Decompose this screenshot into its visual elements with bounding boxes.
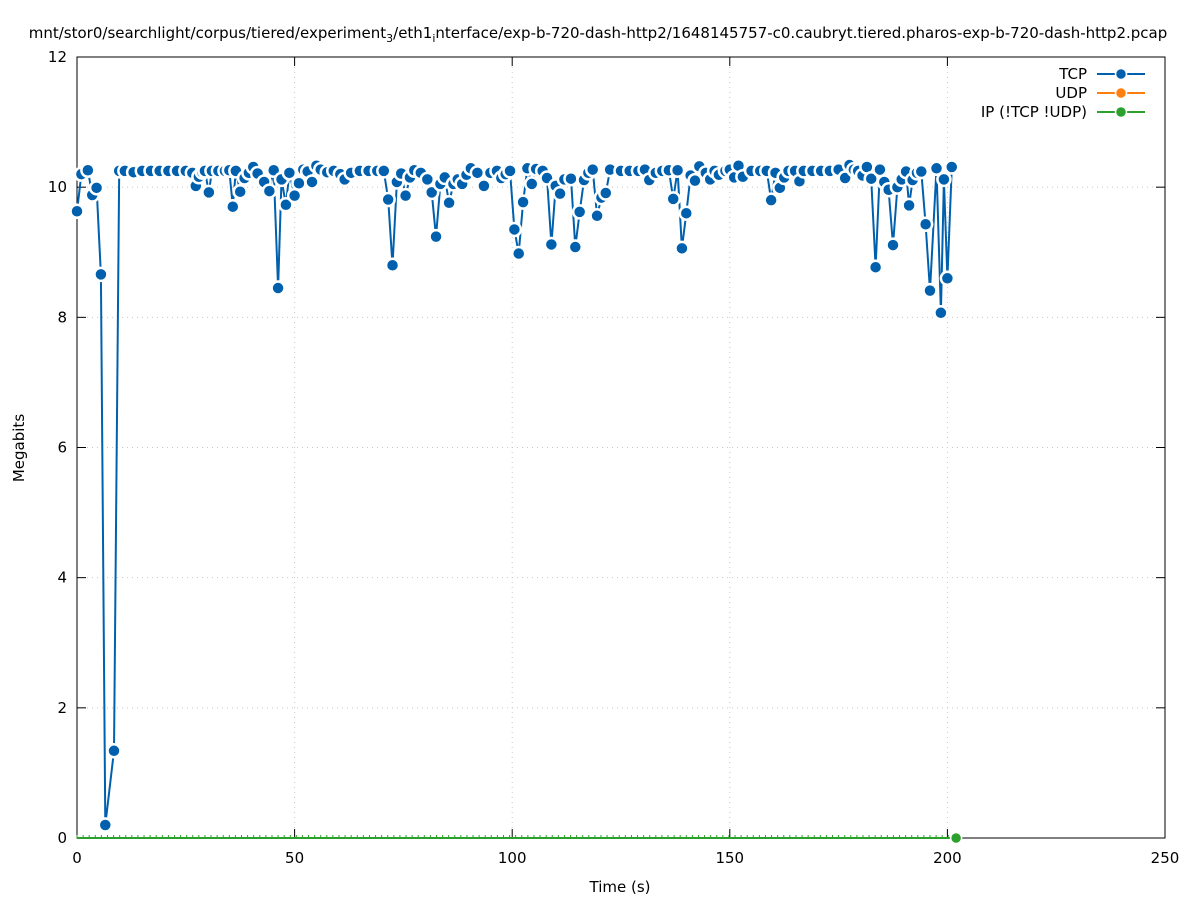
chart-title: mnt/stor0/searchlight/corpus/tiered/expe… — [29, 24, 1168, 45]
data-point-tcp — [872, 161, 888, 178]
y-tick-label: 8 — [57, 308, 67, 326]
data-point-tcp — [669, 162, 686, 178]
data-point-tcp — [571, 204, 588, 220]
data-point-tcp — [901, 197, 917, 214]
data-point-tcp — [428, 228, 444, 245]
data-point-tcp — [763, 192, 779, 208]
legend-marker-udp — [1114, 86, 1128, 100]
data-point-tcp — [397, 187, 414, 204]
x-tick-label: 0 — [72, 849, 82, 867]
chart-title-part3: nterface/exp-b-720-dash-http2/1648145757… — [435, 24, 1167, 42]
data-point-tcp — [69, 203, 85, 219]
data-point-tcp — [286, 187, 303, 204]
data-point-tcp — [270, 280, 286, 296]
y-axis-label: Megabits — [10, 414, 28, 482]
x-tick-label: 50 — [285, 849, 304, 867]
data-point-ip-tcp-udp — [949, 831, 963, 845]
y-tick-label: 6 — [57, 439, 67, 457]
legend-label-tcp: TCP — [1058, 65, 1087, 83]
legend-marker-ip-tcp-udp — [1114, 105, 1128, 119]
data-point-tcp — [469, 165, 486, 181]
legend-label-ip-tcp-udp: IP (!TCP !UDP) — [981, 103, 1087, 121]
data-point-tcp — [665, 191, 681, 207]
data-point-tcp — [88, 180, 105, 196]
y-tick-label: 4 — [57, 569, 67, 587]
data-point-tcp — [563, 170, 579, 187]
data-point-tcp — [80, 162, 96, 178]
data-point-tcp — [278, 196, 294, 213]
data-point-tcp — [567, 239, 584, 255]
chart-title-sub2: i — [432, 32, 435, 45]
data-point-tcp — [922, 282, 938, 299]
data-point-tcp — [944, 159, 960, 175]
data-point-tcp — [543, 236, 560, 253]
data-point-tcp — [674, 240, 690, 257]
data-point-tcp — [97, 817, 114, 833]
data-point-tcp — [384, 257, 401, 274]
data-point-tcp — [106, 743, 122, 759]
data-point-tcp — [584, 161, 601, 178]
data-point-tcp — [928, 160, 945, 177]
data-point-tcp — [225, 198, 241, 215]
series-layer — [69, 157, 963, 845]
series-line-tcp — [76, 164, 953, 826]
data-point-tcp — [441, 195, 457, 211]
data-point-tcp — [261, 183, 278, 199]
axis-ticks: 0 50 100 150 200 250 0 2 4 6 8 10 12 — [48, 48, 1179, 867]
data-point-tcp — [933, 305, 949, 321]
chart-title-sub1: 3 — [386, 32, 393, 45]
data-point-tcp — [291, 175, 307, 192]
data-point-tcp — [232, 183, 248, 200]
y-tick-label: 0 — [57, 829, 67, 847]
x-tick-label: 150 — [715, 849, 744, 867]
data-point-tcp — [201, 184, 217, 201]
x-tick-label: 250 — [1151, 849, 1180, 867]
data-point-tcp — [380, 191, 396, 208]
data-point-tcp — [376, 163, 392, 179]
data-point-tcp — [598, 185, 614, 201]
data-point-tcp — [304, 174, 320, 190]
data-point-tcp — [93, 266, 109, 283]
legend-label-udp: UDP — [1055, 84, 1087, 102]
data-point-tcp — [939, 270, 956, 287]
data-point-tcp — [678, 205, 695, 221]
data-point-tcp — [506, 221, 523, 238]
x-tick-label: 200 — [933, 849, 962, 867]
data-point-tcp — [419, 171, 436, 188]
data-point-tcp — [515, 194, 531, 210]
data-point-tcp — [687, 172, 703, 189]
x-tick-label: 100 — [498, 849, 527, 867]
data-point-tcp — [476, 178, 492, 194]
y-tick-label: 10 — [48, 178, 67, 196]
data-point-tcp — [502, 163, 518, 179]
legend-marker-tcp — [1114, 67, 1128, 81]
x-axis-label: Time (s) — [589, 878, 651, 896]
data-point-tcp — [510, 245, 527, 262]
data-point-tcp — [867, 259, 884, 275]
chart-title-part2: /eth1 — [393, 24, 432, 42]
data-point-tcp — [552, 185, 568, 202]
data-point-tcp — [917, 216, 934, 233]
data-point-tcp — [913, 163, 930, 180]
y-tick-label: 12 — [48, 48, 67, 66]
chart-title-part1: mnt/stor0/searchlight/corpus/tiered/expe… — [29, 24, 386, 42]
data-point-tcp — [589, 208, 605, 224]
data-point-tcp — [281, 165, 298, 181]
data-point-tcp — [936, 171, 952, 188]
data-point-tcp — [885, 237, 901, 253]
y-tick-label: 2 — [57, 699, 67, 717]
data-point-tcp — [524, 176, 540, 192]
